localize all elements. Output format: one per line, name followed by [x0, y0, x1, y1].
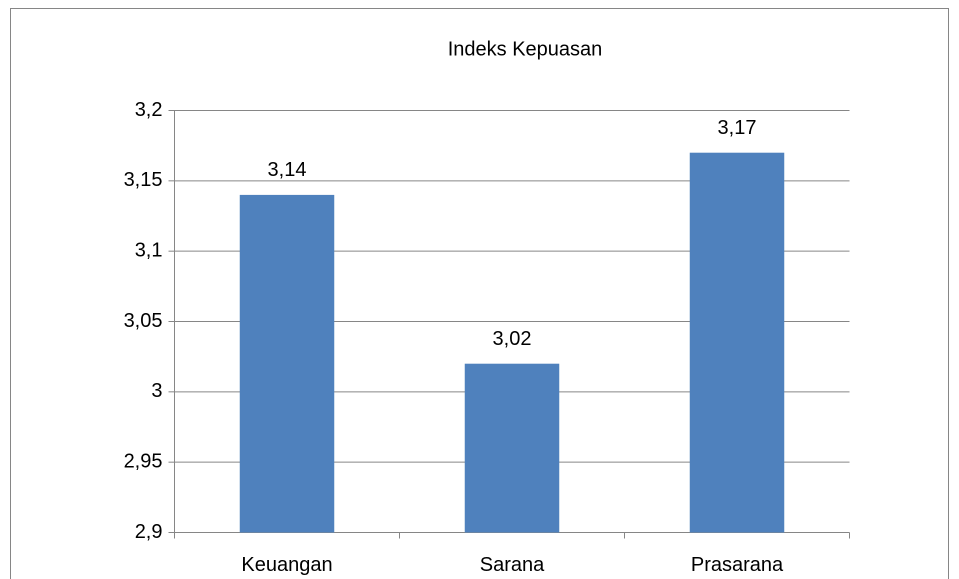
data-label: 3,02 — [493, 328, 532, 350]
y-tick-label: 2,9 — [135, 521, 163, 543]
data-label: 3,17 — [718, 117, 757, 139]
bar — [239, 194, 335, 533]
bar — [464, 363, 560, 533]
y-tick-label: 3,05 — [124, 310, 163, 332]
data-label: 3,14 — [268, 159, 307, 181]
y-tick-label: 2,95 — [124, 450, 163, 472]
x-tick-label: Sarana — [480, 554, 545, 576]
y-tick-label: 3,15 — [124, 169, 163, 191]
x-tick-label: Keuangan — [241, 554, 332, 576]
y-tick-label: 3,2 — [135, 99, 163, 121]
y-tick-label: 3 — [151, 380, 162, 402]
chart-title: Indeks Kepuasan — [448, 38, 603, 60]
bar — [689, 152, 785, 533]
chart-border — [10, 8, 949, 579]
x-tick-label: Prasarana — [691, 554, 784, 576]
y-tick-label: 3,1 — [135, 239, 163, 261]
